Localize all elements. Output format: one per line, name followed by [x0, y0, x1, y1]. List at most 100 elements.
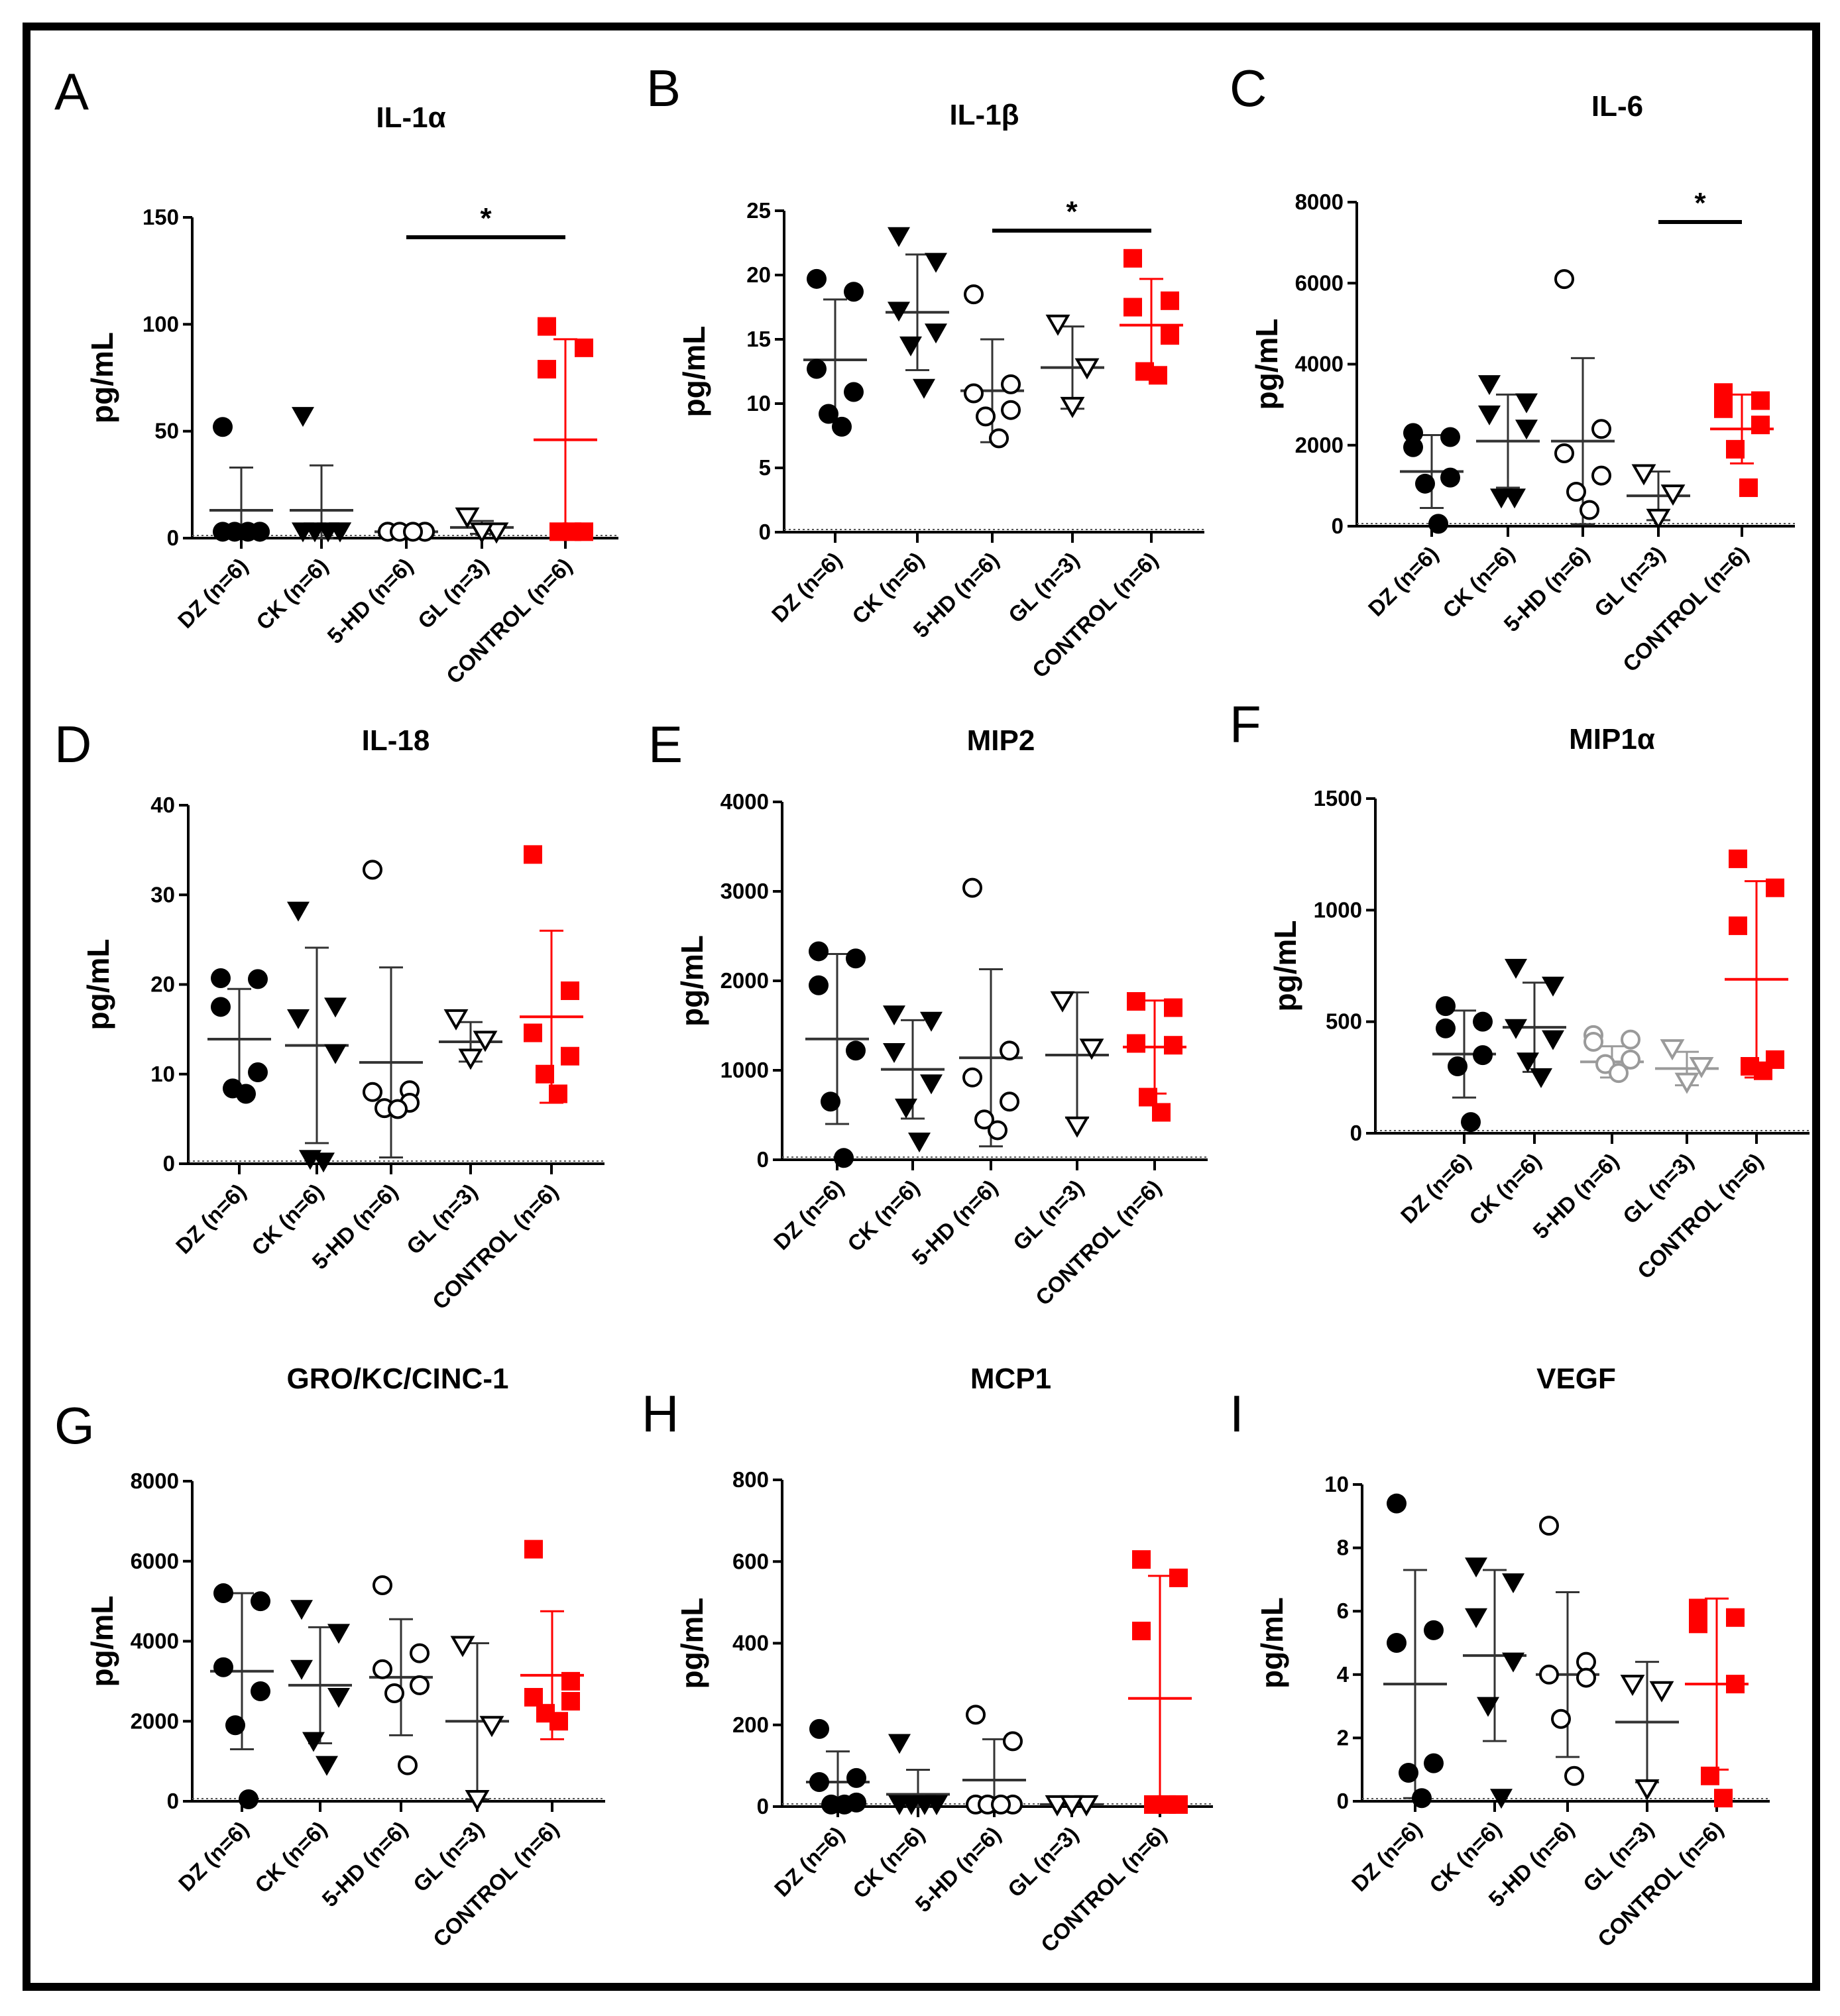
series-1: [1432, 996, 1496, 1133]
data-point: [1399, 1762, 1418, 1783]
x-tick-label: GL (n=3): [408, 1817, 489, 1897]
y-tick-label: 10: [746, 391, 771, 416]
x-tick-label: CK (n=6): [251, 553, 333, 635]
data-point: [1726, 1608, 1745, 1627]
series-1: [207, 968, 271, 1104]
data-point: [1530, 1068, 1552, 1088]
y-tick-label: 4000: [1295, 352, 1344, 376]
data-point: [479, 1716, 504, 1738]
data-point: [1123, 249, 1142, 268]
data-point: [1403, 437, 1423, 457]
data-point: [883, 1043, 905, 1063]
x-tick-label: DZ (n=6): [1396, 1148, 1475, 1228]
data-point: [251, 1681, 270, 1701]
data-point: [966, 1705, 986, 1725]
panel-title: IL-1β: [949, 99, 1019, 131]
data-point: [292, 407, 314, 427]
data-point: [988, 1120, 1007, 1141]
series-2: [881, 1005, 945, 1152]
y-tick-label: 0: [167, 1789, 179, 1813]
panel-title: MIP2: [967, 724, 1035, 757]
data-point: [1689, 1614, 1707, 1634]
data-point: [1436, 1018, 1456, 1038]
data-point: [410, 1643, 430, 1663]
data-point: [883, 1005, 905, 1026]
data-point: [1751, 391, 1770, 410]
x-tick-label: GL (n=3): [1008, 1175, 1088, 1255]
data-point: [920, 1074, 943, 1095]
data-point: [846, 1767, 866, 1788]
data-point: [213, 1657, 233, 1677]
data-point: [561, 1046, 579, 1066]
significance-star: *: [480, 202, 492, 235]
data-point: [1726, 439, 1745, 459]
data-point: [821, 1092, 840, 1112]
data-point: [976, 406, 996, 427]
data-point: [1079, 1038, 1104, 1060]
data-point: [1689, 1057, 1714, 1079]
data-point: [327, 1688, 350, 1708]
x-tick-label: GL (n=3): [402, 1179, 482, 1259]
y-tick-label: 50: [154, 419, 179, 443]
data-point: [1045, 1795, 1070, 1817]
data-point: [899, 336, 922, 357]
x-tick-label: GL (n=3): [1003, 1822, 1083, 1902]
data-point: [1000, 1092, 1019, 1112]
data-point: [832, 416, 852, 437]
series-1: [806, 1718, 870, 1815]
y-axis-label: pg/mL: [1255, 1597, 1289, 1689]
series-5: [1128, 1550, 1192, 1814]
data-point: [561, 981, 579, 1000]
y-tick-label: 30: [150, 882, 175, 907]
data-point: [809, 1772, 829, 1793]
series-4: [450, 507, 514, 544]
y-tick-label: 8000: [1295, 190, 1344, 214]
x-tick-label: DZ (n=6): [174, 1817, 253, 1896]
x-tick-label: CK (n=6): [250, 1817, 331, 1898]
data-point: [575, 338, 593, 357]
series-5: [1123, 992, 1186, 1122]
data-point: [1754, 1061, 1772, 1080]
panel-letter: F: [1230, 695, 1261, 754]
y-tick-label: 2000: [131, 1708, 179, 1733]
data-point: [1566, 482, 1586, 502]
panel-letter: G: [54, 1396, 95, 1455]
data-point: [1473, 1011, 1493, 1032]
data-point: [1387, 1633, 1407, 1653]
x-tick-label: 5-HD (n=6): [317, 1817, 412, 1911]
data-point: [1766, 878, 1784, 897]
y-tick-label: 8: [1337, 1536, 1349, 1560]
series-4: [1627, 464, 1690, 530]
data-point: [1689, 1598, 1707, 1618]
data-point: [302, 1732, 325, 1752]
data-point: [1003, 1731, 1023, 1752]
data-point: [1609, 1063, 1629, 1084]
y-axis-label: pg/mL: [1268, 921, 1302, 1012]
data-point: [1503, 488, 1526, 509]
data-point: [913, 1795, 936, 1815]
data-point: [465, 1789, 490, 1811]
data-point: [524, 1688, 543, 1707]
data-point: [561, 1692, 580, 1711]
panel-letter: A: [54, 62, 89, 121]
data-point: [225, 1715, 245, 1736]
x-tick-label: CK (n=6): [848, 1822, 929, 1903]
data-point: [287, 901, 310, 922]
data-point: [844, 382, 864, 402]
data-point: [1621, 1029, 1640, 1050]
data-point: [524, 1540, 543, 1559]
data-point: [524, 1023, 542, 1042]
data-point: [327, 1624, 350, 1644]
x-tick-label: DZ (n=6): [173, 553, 253, 633]
data-point: [443, 1009, 469, 1031]
x-tick-label: DZ (n=6): [770, 1822, 849, 1901]
data-point: [807, 268, 827, 289]
data-point: [1502, 1652, 1524, 1673]
x-tick-label: 5-HD (n=6): [907, 1175, 1002, 1270]
panel-title: IL-18: [362, 724, 430, 757]
data-point: [1059, 1795, 1084, 1817]
